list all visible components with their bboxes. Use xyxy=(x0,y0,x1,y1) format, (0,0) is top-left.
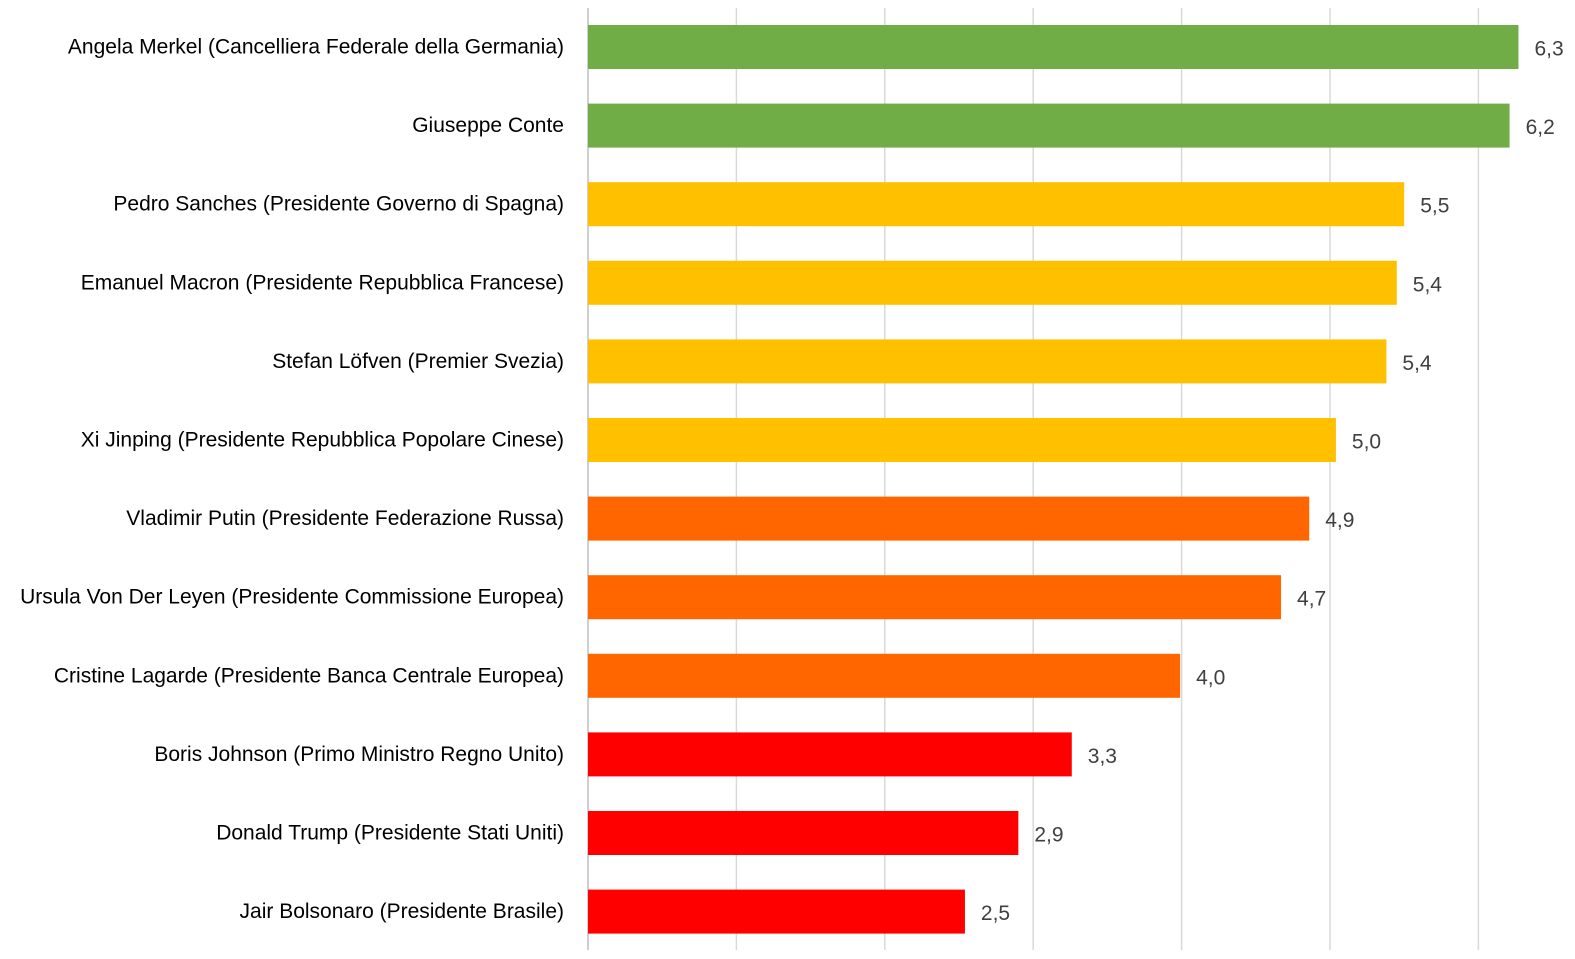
value-labels: 6,3 6,2 5,5 5,4 5,4 5,0 4,9 4,7 4,0 3,3 2,9 2,5 xyxy=(981,38,1564,926)
data-label: 5,0 xyxy=(1352,431,1381,454)
bar xyxy=(588,182,1405,227)
category-label: Donald Trump (Presidente Stati Uniti) xyxy=(216,822,564,845)
data-label: 4,0 xyxy=(1196,666,1225,689)
bar xyxy=(588,889,965,934)
category-label: Ursula Von Der Leyen (Presidente Commiss… xyxy=(20,586,564,609)
bar xyxy=(588,575,1282,620)
bar xyxy=(588,732,1072,777)
bar xyxy=(588,339,1387,384)
data-label: 6,2 xyxy=(1526,116,1555,139)
data-label: 2,9 xyxy=(1034,824,1063,847)
data-label: 5,4 xyxy=(1413,273,1443,296)
category-label: Stefan Löfven (Premier Svezia) xyxy=(272,350,564,373)
bar xyxy=(588,260,1397,305)
data-label: 3,3 xyxy=(1088,745,1117,768)
bar xyxy=(588,811,1019,855)
bar xyxy=(588,496,1310,541)
bar xyxy=(588,103,1510,148)
bar xyxy=(588,25,1519,69)
category-label: Giuseppe Conte xyxy=(412,114,564,137)
data-label: 6,3 xyxy=(1534,38,1563,61)
category-label: Pedro Sanches (Presidente Governo di Spa… xyxy=(113,193,564,216)
category-label: Jair Bolsonaro (Presidente Brasile) xyxy=(240,900,564,923)
bar xyxy=(588,653,1181,698)
data-label: 4,9 xyxy=(1325,509,1354,532)
category-label: Emanuel Macron (Presidente Repubblica Fr… xyxy=(81,271,564,294)
gridlines xyxy=(587,8,1480,950)
category-label: Boris Johnson (Primo Ministro Regno Unit… xyxy=(154,743,564,766)
bars xyxy=(588,25,1519,934)
data-label: 4,7 xyxy=(1297,588,1326,611)
category-labels: Angela Merkel (Cancelliera Federale dell… xyxy=(20,36,564,924)
category-label: Vladimir Putin (Presidente Federazione R… xyxy=(126,507,564,530)
data-label: 2,5 xyxy=(981,902,1010,925)
bar xyxy=(588,418,1336,462)
data-label: 5,4 xyxy=(1402,352,1432,375)
data-label: 5,5 xyxy=(1420,195,1449,218)
category-label: Cristine Lagarde (Presidente Banca Centr… xyxy=(54,664,564,687)
category-label: Xi Jinping (Presidente Repubblica Popola… xyxy=(81,429,564,452)
category-label: Angela Merkel (Cancelliera Federale dell… xyxy=(68,36,564,59)
